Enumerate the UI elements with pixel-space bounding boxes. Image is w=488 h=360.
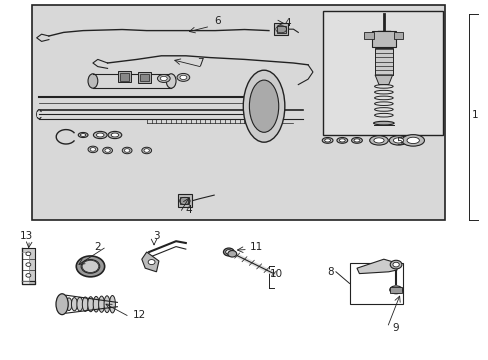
Bar <box>120 73 129 81</box>
Bar <box>389 287 402 293</box>
Text: 4: 4 <box>284 18 290 28</box>
Ellipse shape <box>87 297 94 312</box>
Bar <box>349 263 403 304</box>
Text: 7: 7 <box>197 58 203 68</box>
Ellipse shape <box>225 250 231 254</box>
Ellipse shape <box>373 138 383 143</box>
Ellipse shape <box>71 298 77 311</box>
Ellipse shape <box>37 110 41 119</box>
Ellipse shape <box>324 139 330 142</box>
Ellipse shape <box>373 121 393 125</box>
Bar <box>364 32 373 39</box>
Ellipse shape <box>223 248 234 256</box>
Ellipse shape <box>78 132 88 138</box>
Ellipse shape <box>249 80 278 132</box>
Text: 1: 1 <box>471 110 478 120</box>
Ellipse shape <box>99 296 104 312</box>
Ellipse shape <box>77 297 82 311</box>
Bar <box>178 194 191 207</box>
Ellipse shape <box>82 297 88 311</box>
Ellipse shape <box>26 274 31 277</box>
Ellipse shape <box>90 148 96 151</box>
Bar <box>393 32 403 39</box>
Ellipse shape <box>81 260 100 273</box>
Bar <box>180 197 189 204</box>
Ellipse shape <box>66 298 72 310</box>
Bar <box>322 11 442 135</box>
Ellipse shape <box>392 262 398 267</box>
Ellipse shape <box>166 74 176 88</box>
Ellipse shape <box>80 134 86 136</box>
Ellipse shape <box>393 138 403 143</box>
Text: 11: 11 <box>249 242 263 252</box>
Text: 2: 2 <box>94 242 101 252</box>
Ellipse shape <box>104 149 110 152</box>
Bar <box>276 26 285 33</box>
Ellipse shape <box>76 256 104 277</box>
Ellipse shape <box>389 260 401 269</box>
Ellipse shape <box>26 263 31 266</box>
Bar <box>138 72 150 83</box>
Text: 5: 5 <box>395 137 402 147</box>
Ellipse shape <box>82 260 99 273</box>
Ellipse shape <box>93 296 99 312</box>
Ellipse shape <box>388 136 407 145</box>
Polygon shape <box>374 75 392 85</box>
Bar <box>374 48 392 75</box>
Text: 4: 4 <box>185 205 192 215</box>
Polygon shape <box>356 259 396 274</box>
Ellipse shape <box>142 147 151 154</box>
Ellipse shape <box>177 73 189 81</box>
Bar <box>274 23 287 35</box>
Ellipse shape <box>102 147 112 154</box>
Ellipse shape <box>160 76 167 81</box>
Text: 13: 13 <box>20 231 34 241</box>
Ellipse shape <box>143 149 149 152</box>
Bar <box>118 71 131 82</box>
Text: 3: 3 <box>153 231 160 241</box>
Ellipse shape <box>88 74 98 88</box>
Ellipse shape <box>104 296 110 312</box>
Text: 12: 12 <box>132 310 146 320</box>
Ellipse shape <box>96 133 104 137</box>
Ellipse shape <box>401 135 424 146</box>
Bar <box>32 5 444 220</box>
Text: 10: 10 <box>269 269 282 279</box>
Ellipse shape <box>88 146 98 153</box>
Ellipse shape <box>180 75 186 80</box>
Ellipse shape <box>108 131 122 139</box>
Ellipse shape <box>389 286 402 294</box>
Ellipse shape <box>339 139 345 142</box>
Ellipse shape <box>243 70 284 142</box>
Polygon shape <box>21 248 35 284</box>
Ellipse shape <box>111 133 119 137</box>
Ellipse shape <box>26 252 31 256</box>
Ellipse shape <box>406 137 419 144</box>
Bar <box>371 31 395 47</box>
Ellipse shape <box>227 251 236 257</box>
Ellipse shape <box>336 138 347 143</box>
Polygon shape <box>142 252 159 272</box>
Ellipse shape <box>109 296 115 313</box>
Ellipse shape <box>351 138 362 143</box>
Ellipse shape <box>93 131 107 139</box>
Ellipse shape <box>322 138 332 143</box>
Ellipse shape <box>369 136 387 145</box>
Text: 8: 8 <box>326 267 333 277</box>
Ellipse shape <box>157 75 170 82</box>
Text: 6: 6 <box>214 16 221 26</box>
Ellipse shape <box>148 260 155 265</box>
Ellipse shape <box>353 139 359 142</box>
Ellipse shape <box>56 294 68 315</box>
Bar <box>140 74 148 81</box>
Ellipse shape <box>122 147 132 154</box>
Ellipse shape <box>124 149 130 152</box>
Text: 9: 9 <box>392 323 399 333</box>
